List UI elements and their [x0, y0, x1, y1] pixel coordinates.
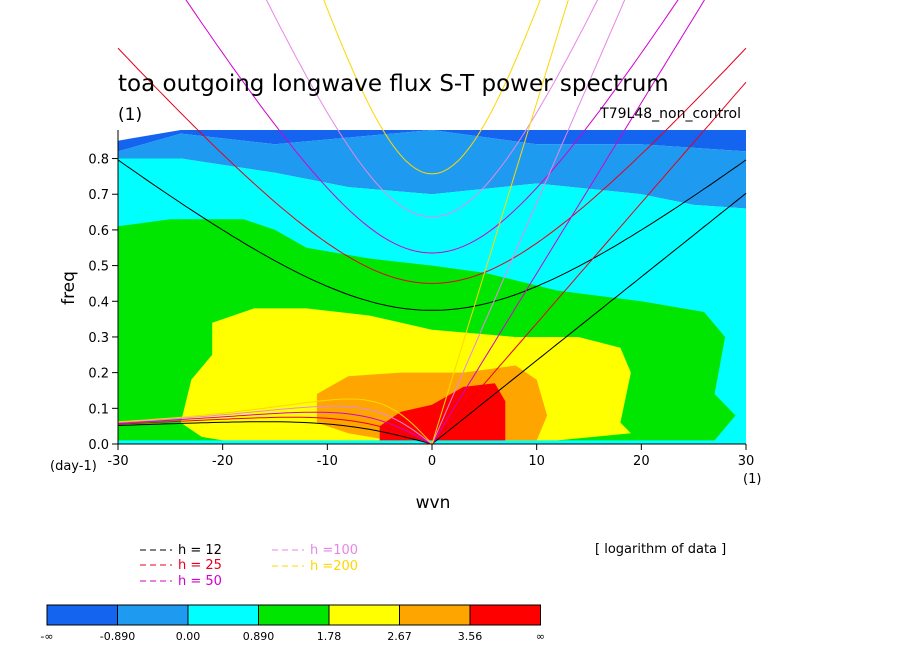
- rossby-curve-h12: [117, 421, 433, 444]
- x-axis-label: wvn: [416, 493, 451, 513]
- y-tick-label: 0.1: [88, 402, 109, 417]
- y-tick-label: 0.0: [88, 438, 109, 453]
- colorbar-swatch: [328, 604, 400, 626]
- colorbar-swatch: [46, 604, 118, 626]
- log-note: [ logarithm of data ]: [595, 542, 726, 557]
- colorbar-label: 0.00: [176, 630, 201, 643]
- rossby-curve-h50: [117, 411, 433, 444]
- kelvin-curve-h100: [431, 0, 626, 444]
- x-tick-label: -30: [107, 454, 128, 469]
- y-axis-label: freq: [59, 271, 79, 305]
- x-unit-left: (day-1): [50, 459, 97, 474]
- chart-subtitle-right: T79L48_non_control: [599, 106, 741, 122]
- gravity-curve-h100: [265, 0, 599, 218]
- y-tick-label: 0.5: [88, 260, 109, 275]
- x-tick-label: 20: [633, 454, 650, 469]
- legend-label: h = 12: [178, 543, 222, 558]
- colorbar-label: 0.890: [243, 630, 275, 643]
- colorbar: -∞ -0.890 0.00 0.890 1.78 2.67 3.56 ∞: [40, 604, 545, 643]
- kelvin-curve-h200: [431, 0, 569, 444]
- contour-region-2: [118, 130, 746, 209]
- gravity-curve-h25: [117, 47, 747, 284]
- gravity-curve-h12: [117, 159, 747, 311]
- y-tick-label: 0.3: [88, 331, 109, 346]
- x-tick-label: 30: [738, 454, 755, 469]
- legend-label: h =100: [310, 543, 358, 558]
- chart-title: toa outgoing longwave flux S-T power spe…: [118, 71, 669, 97]
- x-tick-label: 10: [528, 454, 545, 469]
- colorbar-swatch: [187, 604, 259, 626]
- kelvin-curve-h12: [431, 192, 747, 444]
- contour-region-1: [118, 130, 746, 152]
- colorbar-label: 3.56: [458, 630, 483, 643]
- x-unit-right: (1): [743, 472, 761, 487]
- y-tick-label: 0.8: [88, 153, 109, 168]
- rossby-curve-h100: [117, 405, 433, 444]
- y-tick-label: 0.7: [88, 188, 109, 203]
- colorbar-swatch: [117, 604, 189, 626]
- x-tick-label: 0: [428, 454, 436, 469]
- kelvin-curve-h50: [431, 0, 706, 444]
- y-tick-label: 0.4: [88, 295, 109, 310]
- y-tick-label: 0.2: [88, 367, 109, 382]
- contour-region-7: [379, 383, 506, 441]
- x-tick-label: -20: [212, 454, 233, 469]
- x-tick-label: -10: [317, 454, 338, 469]
- y-tick-label: 0.6: [88, 224, 109, 239]
- chart-subtitle-left: (1): [118, 105, 142, 125]
- rossby-curve-h25: [117, 416, 433, 444]
- colorbar-swatch: [399, 604, 471, 626]
- colorbar-label: ∞: [536, 630, 545, 643]
- colorbar-label: -0.890: [100, 630, 135, 643]
- legend-label: h = 25: [178, 558, 222, 573]
- colorbar-label: -∞: [40, 630, 53, 643]
- colorbar-label: 1.78: [317, 630, 342, 643]
- rossby-curve-h200: [117, 398, 433, 444]
- gravity-curve-h200: [323, 0, 541, 175]
- legend-label: h = 50: [178, 574, 222, 589]
- colorbar-swatch: [469, 604, 541, 626]
- colorbar-label: 2.67: [387, 630, 412, 643]
- colorbar-swatch: [258, 604, 330, 626]
- kelvin-curve-h25: [431, 81, 747, 444]
- gravity-curve-h50: [185, 0, 679, 254]
- legend-label: h =200: [310, 559, 358, 574]
